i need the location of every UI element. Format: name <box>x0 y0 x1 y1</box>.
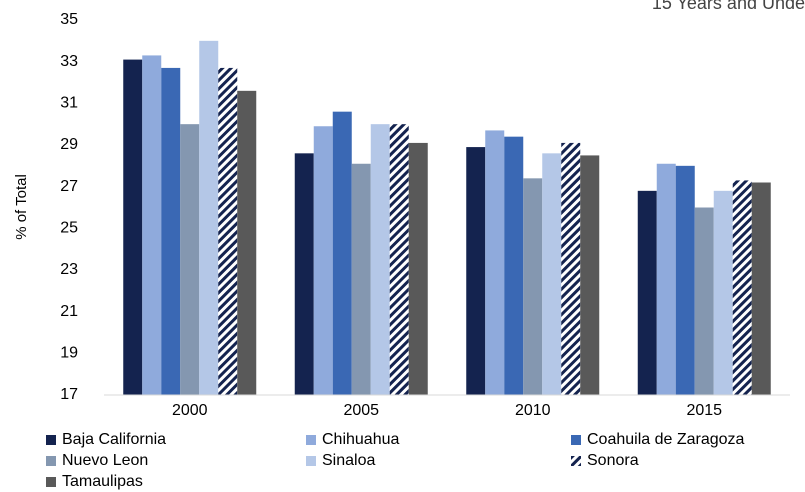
y-tick-label: 25 <box>60 220 78 237</box>
bar <box>504 136 524 395</box>
y-tick-label: 27 <box>60 178 78 195</box>
legend-marker <box>306 456 316 466</box>
bar <box>637 190 657 395</box>
legend-label: Nuevo Leon <box>62 452 148 469</box>
bar <box>123 59 143 395</box>
bar <box>561 142 581 395</box>
bar <box>218 67 238 396</box>
y-tick-label: 23 <box>60 261 78 278</box>
y-tick-label: 17 <box>60 386 78 403</box>
y-tick-label: 33 <box>60 53 78 70</box>
legend-marker <box>306 435 316 445</box>
y-tick-label: 31 <box>60 95 78 112</box>
legend-marker <box>46 456 56 466</box>
bar <box>199 40 219 395</box>
bar <box>542 153 562 395</box>
bar <box>675 165 695 395</box>
y-tick-label: 35 <box>60 11 78 28</box>
bar <box>351 163 371 395</box>
x-tick-label: 2010 <box>515 402 551 419</box>
bar <box>142 55 162 396</box>
bar <box>370 124 390 396</box>
x-tick-label: 2005 <box>343 402 379 419</box>
legend-label: Baja California <box>62 431 166 448</box>
bar <box>161 67 181 396</box>
bar <box>332 111 352 396</box>
y-tick-label: 29 <box>60 136 78 153</box>
bar <box>485 130 505 395</box>
y-tick-label: 19 <box>60 345 78 362</box>
bar <box>466 147 486 395</box>
legend-marker <box>571 435 581 445</box>
legend-marker <box>46 477 56 487</box>
chart-title: 15 Years and Unde <box>652 0 805 13</box>
bar <box>580 155 600 395</box>
bar <box>237 90 257 395</box>
legend-marker <box>571 456 581 466</box>
bar <box>732 180 752 395</box>
x-tick-label: 2015 <box>686 402 722 419</box>
bar <box>523 178 543 395</box>
bar <box>389 124 409 396</box>
legend-label: Sonora <box>587 452 639 469</box>
y-tick-label: 21 <box>60 303 78 320</box>
bar <box>180 124 200 396</box>
legend-label: Tamaulipas <box>62 473 143 490</box>
bar <box>713 190 733 395</box>
bar <box>751 182 771 395</box>
bar <box>408 142 428 395</box>
bar <box>294 153 314 395</box>
legend-marker <box>46 435 56 445</box>
bar <box>313 126 333 395</box>
bar <box>694 207 714 395</box>
legend-label: Chihuahua <box>322 431 400 448</box>
bar <box>656 163 676 395</box>
y-axis-label: % of Total <box>13 174 30 240</box>
x-tick-label: 2000 <box>172 402 208 419</box>
legend-label: Coahuila de Zaragoza <box>587 431 745 448</box>
legend-label: Sinaloa <box>322 452 375 469</box>
